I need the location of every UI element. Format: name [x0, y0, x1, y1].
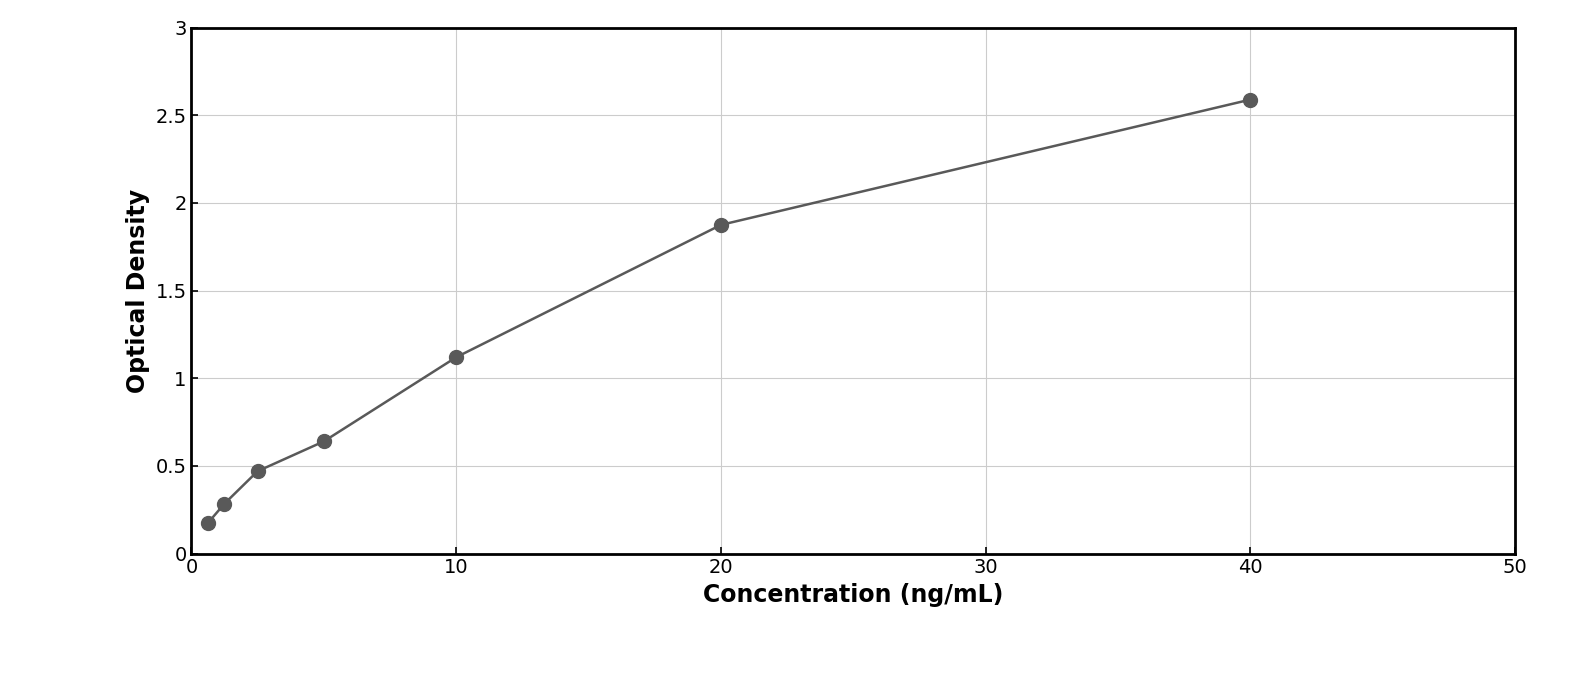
- Point: [708, 219, 734, 230]
- X-axis label: Concentration (ng/mL): Concentration (ng/mL): [703, 583, 1003, 607]
- Point: [195, 518, 220, 529]
- Point: [1238, 94, 1263, 105]
- Point: [443, 352, 469, 363]
- Point: [212, 498, 238, 509]
- Point: [311, 436, 337, 447]
- Y-axis label: Optical Density: Optical Density: [126, 189, 150, 392]
- Point: [246, 466, 271, 477]
